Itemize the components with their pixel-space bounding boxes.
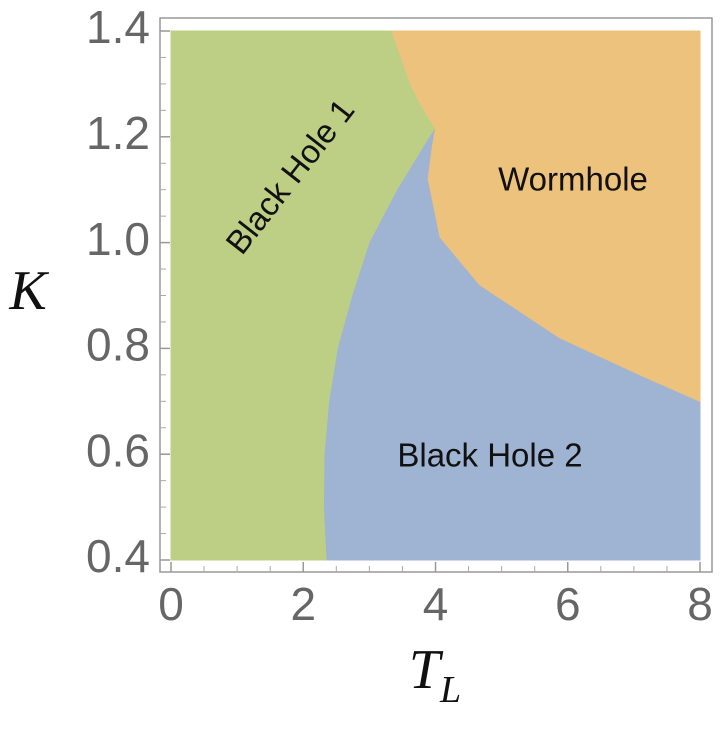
x-axis-title-sub: L bbox=[439, 669, 461, 711]
x-axis-title-main: T bbox=[409, 639, 444, 701]
y-tick-label: 1.4 bbox=[86, 1, 150, 53]
region bbox=[391, 30, 701, 403]
y-tick-label: 0.4 bbox=[86, 530, 150, 582]
y-axis-title: K bbox=[8, 260, 49, 322]
y-tick-label: 1.2 bbox=[86, 107, 150, 159]
y-tick-label: 0.8 bbox=[86, 319, 150, 371]
region-label: Black Hole 2 bbox=[397, 437, 582, 474]
x-tick-label: 8 bbox=[687, 578, 713, 630]
y-tick-label: 0.6 bbox=[86, 424, 150, 476]
x-tick-label: 2 bbox=[290, 578, 316, 630]
x-tick-label: 6 bbox=[555, 578, 581, 630]
region-label: Wormhole bbox=[498, 161, 648, 198]
y-tick-label: 1.0 bbox=[86, 213, 150, 265]
x-tick-label: 4 bbox=[423, 578, 449, 630]
x-axis-title: TL bbox=[409, 639, 461, 711]
x-tick-label: 0 bbox=[158, 578, 184, 630]
